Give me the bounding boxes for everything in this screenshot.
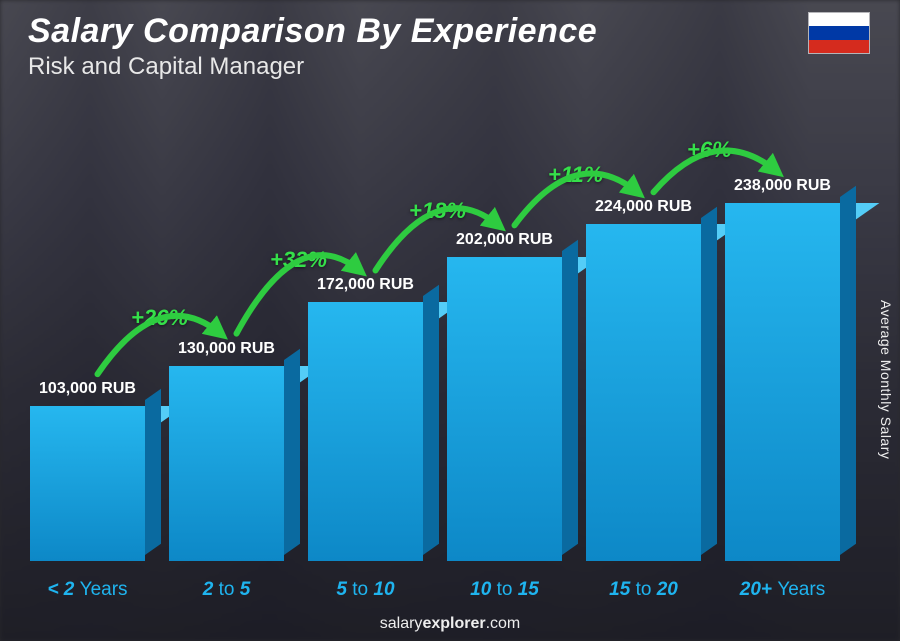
footer-credit: salaryexplorer.com	[0, 615, 900, 633]
header: Salary Comparison By Experience Risk and…	[28, 12, 872, 81]
x-label: 2 to 5	[169, 579, 284, 601]
bar	[447, 257, 562, 561]
russia-flag-icon	[808, 12, 870, 54]
bar-value-label: 224,000 RUB	[595, 198, 692, 216]
bar-value-label: 130,000 RUB	[178, 340, 275, 358]
x-label: 20+ Years	[725, 579, 840, 601]
x-axis-labels: < 2 Years 2 to 5 5 to 10 10 to 15 15 to 20 20…	[30, 579, 840, 601]
bar-value-label: 172,000 RUB	[317, 276, 414, 294]
bar-slot: 224,000 RUB	[586, 198, 701, 561]
bar-slot: 202,000 RUB	[447, 231, 562, 561]
increase-pct: +6%	[687, 137, 732, 163]
increase-pct: +11%	[548, 162, 603, 188]
bar-slot: 130,000 RUB	[169, 340, 284, 561]
footer-prefix: salary	[380, 615, 423, 632]
footer-domain: .com	[486, 615, 521, 632]
bar	[308, 302, 423, 561]
page-subtitle: Risk and Capital Manager	[28, 53, 872, 81]
bar-slot: 172,000 RUB	[308, 276, 423, 561]
bar	[725, 203, 840, 561]
page-title: Salary Comparison By Experience	[28, 12, 872, 51]
salary-bar-chart: 103,000 RUB 130,000 RUB 172,000 RUB 202,…	[30, 110, 840, 561]
x-label: < 2 Years	[30, 579, 145, 601]
bar	[586, 224, 701, 561]
bar-value-label: 103,000 RUB	[39, 380, 136, 398]
x-label: 5 to 10	[308, 579, 423, 601]
bar-value-label: 202,000 RUB	[456, 231, 553, 249]
bar-value-label: 238,000 RUB	[734, 177, 831, 195]
bar-slot: 238,000 RUB	[725, 177, 840, 561]
x-label: 10 to 15	[447, 579, 562, 601]
footer-suffix: explorer	[422, 615, 485, 632]
bar	[169, 366, 284, 561]
bar-slot: 103,000 RUB	[30, 380, 145, 561]
increase-pct: +26%	[131, 305, 188, 331]
y-axis-label: Average Monthly Salary	[878, 300, 894, 459]
x-label: 15 to 20	[586, 579, 701, 601]
bar	[30, 406, 145, 561]
increase-pct: +18%	[409, 198, 466, 224]
increase-pct: +32%	[270, 247, 327, 273]
